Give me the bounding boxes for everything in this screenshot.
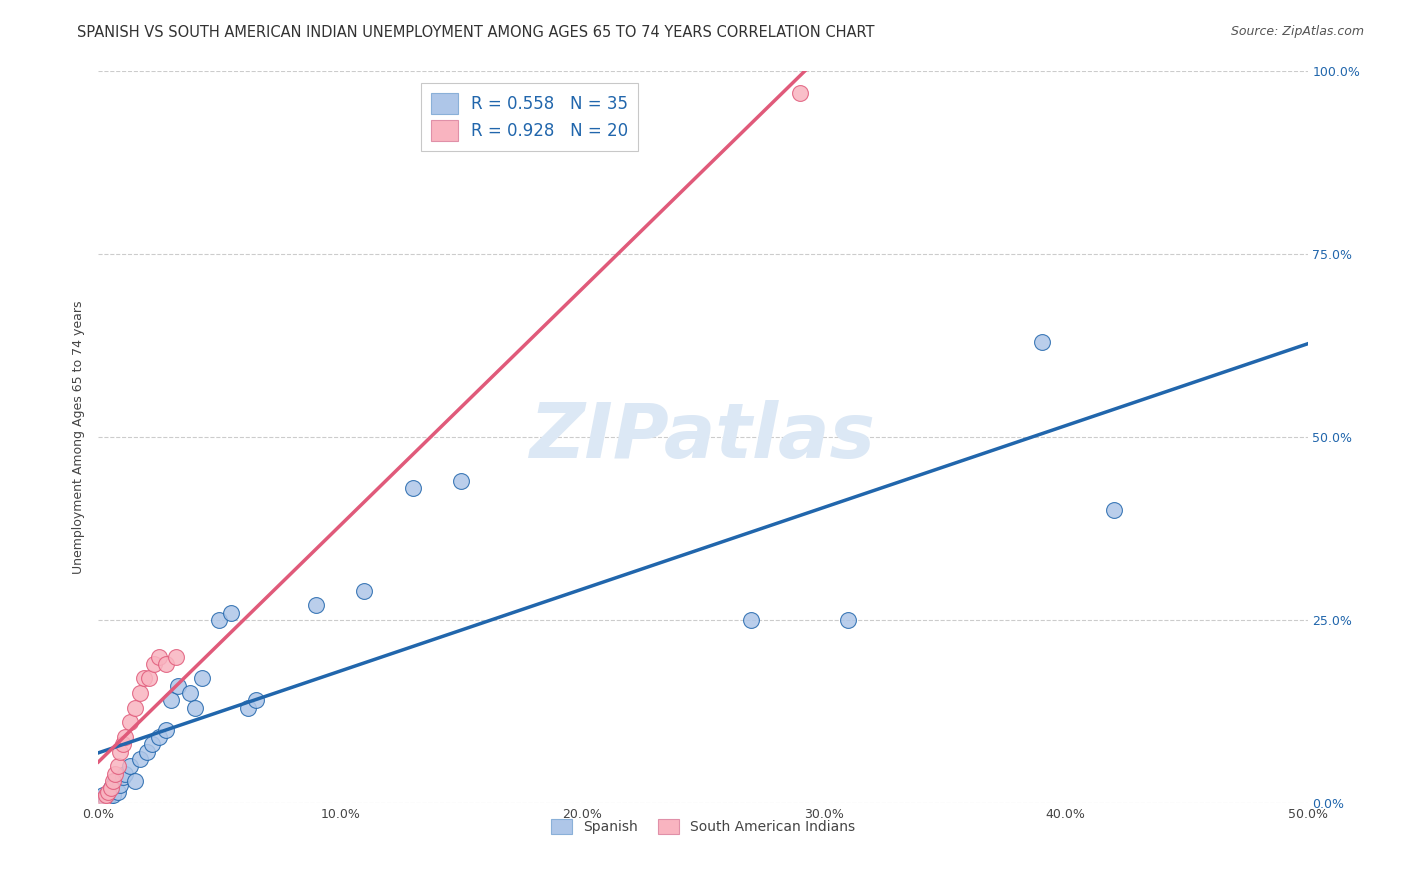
Point (143, 657, 166, 671)
Point (184, 700, 207, 714)
Point (107, 759, 129, 773)
Point (134, 672, 156, 686)
Point (94, 789, 117, 803)
Y-axis label: Unemployment Among Ages 65 to 74 years: Unemployment Among Ages 65 to 74 years (72, 301, 86, 574)
Point (100, 785, 122, 799)
Point (111, 770, 134, 784)
Point (1031, 334, 1053, 349)
Point (104, 766, 127, 780)
Point (108, 745, 131, 759)
Point (100, 781, 122, 796)
Point (450, 474, 472, 488)
Point (1102, 503, 1125, 517)
Point (118, 759, 141, 773)
Point (100, 781, 122, 796)
Point (402, 481, 425, 495)
Point (245, 693, 267, 707)
Point (221, 606, 243, 620)
Point (114, 730, 136, 744)
Point (155, 657, 177, 671)
Point (353, 583, 375, 598)
Point (165, 649, 187, 664)
Point (91, 789, 114, 803)
Point (101, 789, 124, 803)
Point (118, 715, 141, 730)
Point (141, 737, 163, 751)
Text: Source: ZipAtlas.com: Source: ZipAtlas.com (1230, 25, 1364, 38)
Point (148, 649, 170, 664)
Point (97, 789, 120, 804)
Point (108, 778, 131, 792)
Point (155, 723, 177, 737)
Point (789, 87, 811, 101)
Point (104, 773, 127, 788)
Point (124, 773, 146, 788)
Point (107, 785, 129, 799)
Point (238, 700, 260, 714)
Point (148, 730, 170, 744)
Point (91, 792, 114, 806)
Point (138, 672, 160, 686)
Text: ZIPatlas: ZIPatlas (530, 401, 876, 474)
Point (305, 599, 328, 613)
Point (740, 613, 762, 627)
Point (111, 737, 134, 751)
Text: SPANISH VS SOUTH AMERICAN INDIAN UNEMPLOYMENT AMONG AGES 65 TO 74 YEARS CORRELAT: SPANISH VS SOUTH AMERICAN INDIAN UNEMPLO… (77, 25, 875, 40)
Point (97, 785, 120, 799)
Point (128, 686, 150, 700)
Legend: Spanish, South American Indians: Spanish, South American Indians (546, 814, 860, 839)
Point (94, 792, 117, 806)
Point (128, 752, 150, 766)
Point (124, 700, 146, 714)
Point (179, 686, 201, 700)
Point (101, 773, 124, 788)
Point (837, 613, 859, 627)
Point (191, 672, 214, 686)
Point (135, 745, 157, 759)
Point (167, 679, 190, 693)
Point (208, 613, 231, 627)
Point (160, 693, 183, 707)
Point (114, 766, 136, 780)
